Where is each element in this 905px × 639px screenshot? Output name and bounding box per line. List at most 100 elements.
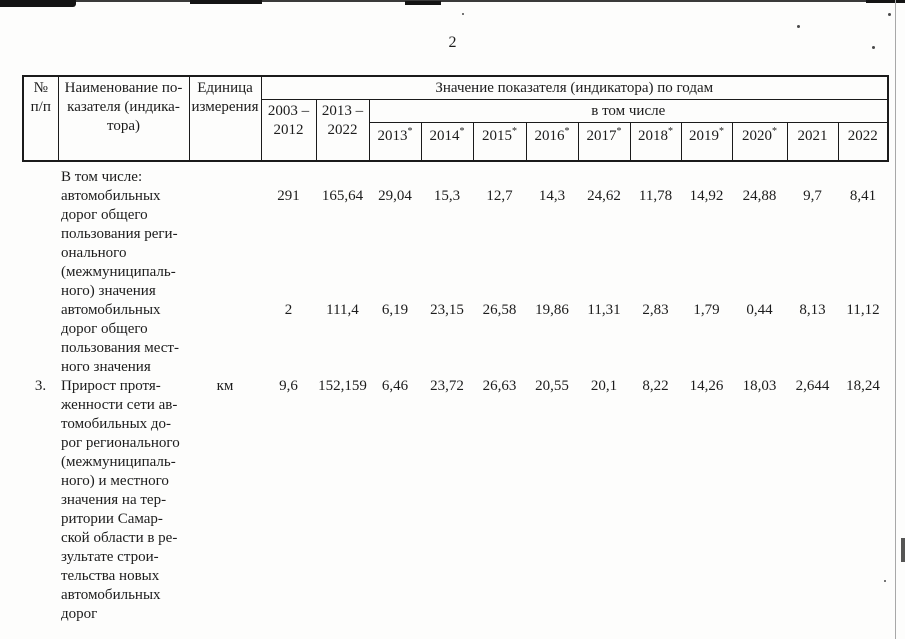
- value-cell: [630, 161, 681, 187]
- year-header-2018: 2018*: [629, 122, 682, 162]
- value-cell: 0,44: [746, 302, 773, 318]
- value-cell: 14,92: [689, 188, 724, 204]
- year-header-2019: 2019*: [680, 122, 733, 162]
- value-cell: 8,13: [799, 302, 826, 318]
- value-cell: [369, 161, 421, 187]
- value-cell: 2: [284, 302, 293, 318]
- footnote-mark: *: [719, 126, 724, 137]
- year-header-2020: 2020*: [731, 122, 788, 162]
- value-cell: [732, 161, 787, 187]
- indicator-name-cell: автомобильных дорог общего пользования м…: [61, 302, 179, 375]
- unit-cell: [189, 301, 261, 377]
- row-number-cell: [23, 161, 58, 187]
- value-cell: 18,24: [846, 378, 880, 394]
- value-cell: 152,159: [318, 378, 367, 394]
- col-header-unit: Единица измерения: [188, 75, 262, 162]
- col-header-values-title: Значение показателя (индикатора) по года…: [260, 75, 889, 100]
- value-cell: 9,7: [803, 188, 822, 204]
- scan-speck: [462, 13, 464, 15]
- scan-artifact: [901, 538, 905, 562]
- value-cell: [787, 161, 838, 187]
- footnote-mark: *: [512, 126, 517, 137]
- value-cell: [838, 161, 888, 187]
- value-cell: [473, 161, 526, 187]
- col-header-including: в том числе: [368, 99, 889, 123]
- year-header-2014: 2014*: [420, 122, 474, 162]
- unit-cell: [189, 187, 261, 301]
- value-cell: 19,86: [535, 302, 569, 318]
- value-cell: 23,72: [430, 378, 464, 394]
- footnote-mark: *: [616, 126, 622, 137]
- scan-artifact: [866, 0, 905, 3]
- value-cell: 6,19: [381, 302, 409, 318]
- value-cell: [681, 161, 732, 187]
- value-cell: 2,83: [642, 302, 669, 318]
- value-cell: 14,26: [689, 378, 724, 394]
- year-header-2022: 2022: [837, 122, 889, 162]
- value-cell: 8,41: [849, 188, 877, 204]
- value-cell: 291: [277, 188, 300, 204]
- value-cell: 11,78: [638, 188, 673, 204]
- value-cell: [261, 161, 316, 187]
- value-cell: [421, 161, 473, 187]
- indicator-name-cell: автомобильных дорог общего пользования р…: [61, 188, 178, 299]
- value-cell: 24,62: [587, 188, 621, 204]
- value-cell: 23,15: [430, 302, 464, 318]
- scan-top-edge: [0, 0, 905, 2]
- table-row: 3. Прирост протя- женности сети ав- томоб…: [23, 377, 888, 624]
- scan-artifact: [405, 1, 441, 5]
- scan-speck: [797, 25, 800, 28]
- value-cell: 8,22: [642, 378, 669, 394]
- value-cell: 111,4: [326, 302, 359, 318]
- footnote-mark: *: [459, 126, 465, 137]
- page-number: 2: [448, 34, 457, 51]
- row-number-cell: 3.: [34, 378, 47, 394]
- value-cell: 29,04: [378, 188, 412, 204]
- scan-artifact: [0, 0, 76, 7]
- value-cell: 18,03: [742, 378, 777, 394]
- year-header-2017: 2017*: [577, 122, 631, 162]
- table-row: В том числе:: [23, 161, 888, 187]
- scan-speck: [884, 580, 886, 582]
- year-header-2021: 2021: [786, 122, 839, 162]
- scan-artifact: [190, 0, 262, 4]
- footnote-mark: *: [564, 126, 570, 137]
- value-cell: [526, 161, 578, 187]
- footnote-mark: *: [772, 126, 777, 137]
- row-number-cell: [23, 187, 58, 301]
- value-cell: 2,644: [795, 378, 830, 394]
- value-cell: 20,1: [590, 378, 618, 394]
- table-row: автомобильных дорог общего пользования р…: [23, 187, 888, 301]
- row-number-cell: [23, 301, 58, 377]
- col-header-period-2003-2012: 2003 – 2012: [260, 99, 317, 162]
- value-cell: 9,6: [279, 378, 298, 394]
- value-cell: 14,3: [538, 188, 566, 204]
- value-cell: 20,55: [535, 378, 569, 394]
- col-header-period-2013-2022: 2013 – 2022: [315, 99, 370, 162]
- value-cell: 11,31: [587, 302, 621, 318]
- value-cell: 11,12: [846, 302, 880, 318]
- footnote-mark: *: [668, 126, 673, 137]
- value-cell: [316, 161, 369, 187]
- footnote-mark: *: [407, 126, 413, 137]
- year-header-2015: 2015*: [472, 122, 527, 162]
- table-body: В том числе: автомобильных дорог общего п…: [23, 161, 888, 624]
- value-cell: 15,3: [433, 188, 461, 204]
- year-header-2013: 2013*: [368, 122, 422, 162]
- value-cell: [578, 161, 630, 187]
- indicator-name-cell: В том числе:: [61, 169, 143, 185]
- col-header-num: № п/п: [22, 75, 59, 162]
- indicator-values-table: № п/п Наименование по- казателя (индика-…: [22, 75, 889, 624]
- col-header-indicator-name: Наименование по- казателя (индика- тора): [57, 75, 190, 162]
- table-header: № п/п Наименование по- казателя (индика-…: [22, 75, 889, 162]
- value-cell: 6,46: [381, 378, 409, 394]
- unit-cell: км: [216, 378, 234, 394]
- value-cell: 1,79: [693, 302, 720, 318]
- value-cell: 24,88: [742, 188, 777, 204]
- scan-speck: [888, 13, 891, 16]
- scan-page-edge: [895, 0, 896, 639]
- unit-cell: [189, 161, 261, 187]
- scan-speck: [872, 46, 875, 49]
- value-cell: 165,64: [321, 188, 364, 204]
